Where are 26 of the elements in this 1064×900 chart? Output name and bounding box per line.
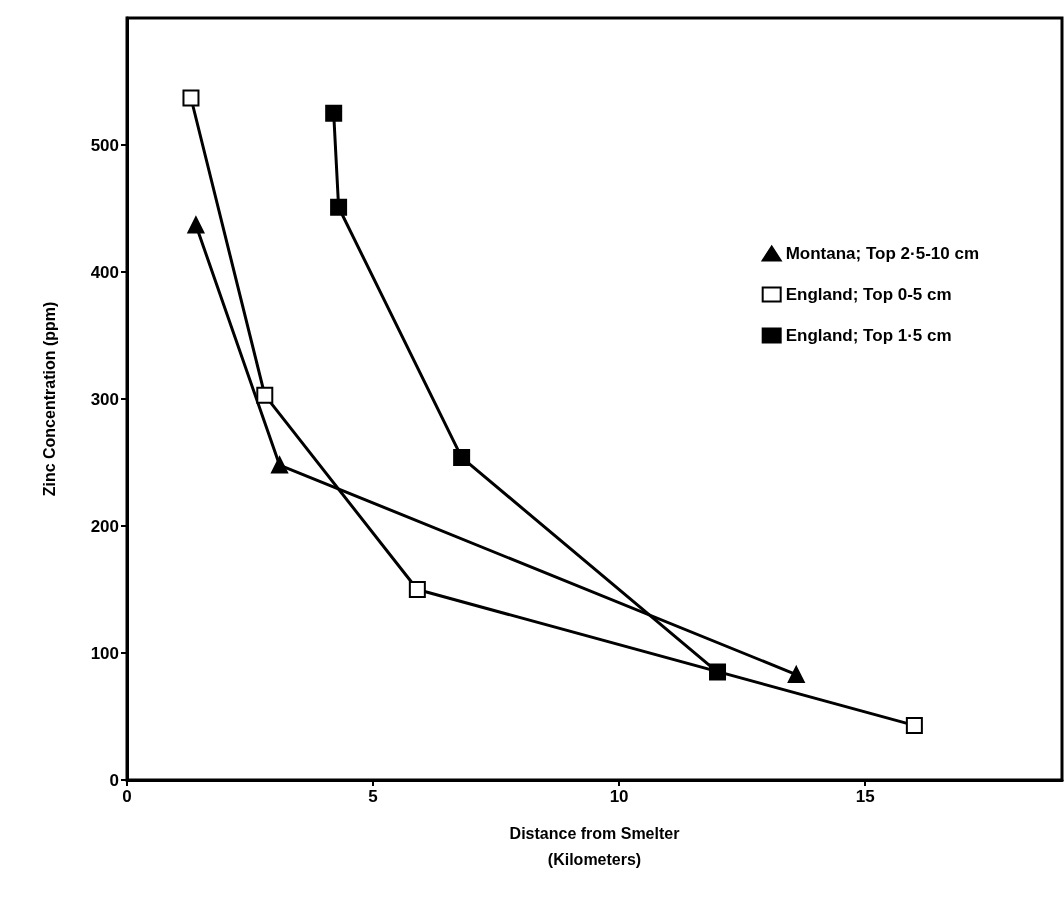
x-tick-label: 15 [855, 787, 875, 806]
x-tick-label: 10 [609, 787, 629, 806]
point [182, 89, 200, 107]
point [271, 456, 289, 474]
point [787, 666, 805, 684]
y-tick-label: 400 [90, 262, 119, 282]
point [408, 581, 426, 598]
y-tick-label: 0 [109, 770, 119, 790]
point [905, 716, 923, 734]
x-tick-label: 5 [368, 787, 378, 806]
legend-label: Montana; Top 2·5-10 cm [785, 244, 980, 263]
x-tick-label: 0 [122, 787, 132, 806]
point [187, 216, 205, 234]
legend-label: England; Top 0-5 cm [785, 285, 952, 304]
point [256, 386, 274, 404]
point [330, 198, 348, 216]
y-tick-label: 200 [90, 516, 119, 536]
point [325, 104, 343, 122]
point [453, 448, 471, 466]
legend-label: England; Top 1·5 cm [785, 326, 952, 345]
point [709, 663, 727, 681]
y-tick-label: 100 [90, 643, 119, 663]
y-axis-title: Zinc Concentration (ppm) [40, 301, 58, 497]
y-tick-label: 500 [90, 135, 119, 155]
y-tick-label: 300 [90, 389, 119, 409]
x-axis-title: Distance from Smelter (Kilometers) [509, 824, 680, 868]
